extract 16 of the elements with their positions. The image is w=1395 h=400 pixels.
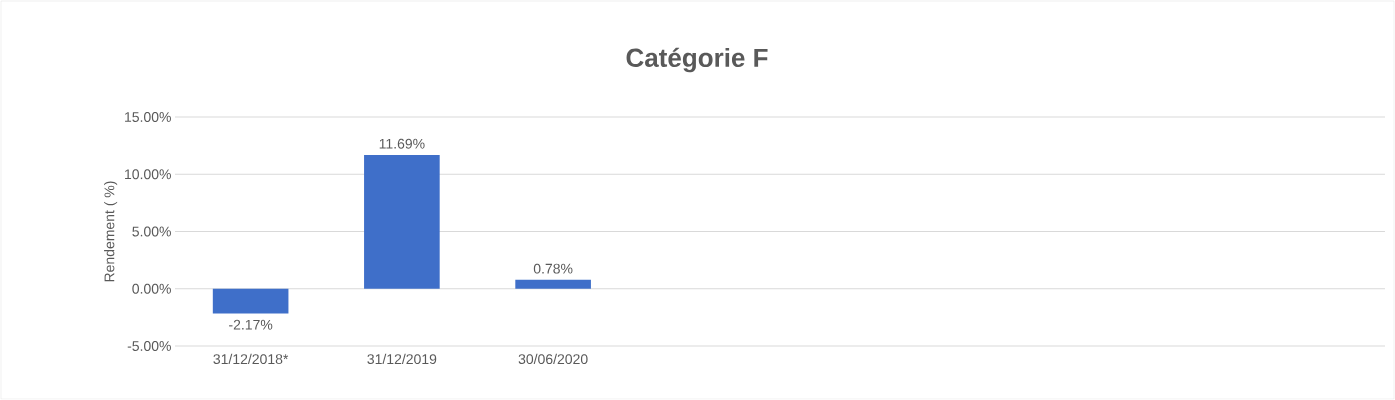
data-label: 0.78%	[533, 263, 573, 274]
bar	[364, 154, 440, 289]
y-tick-label: 0.00%	[132, 283, 171, 294]
data-label: -2.17%	[229, 319, 273, 330]
bar	[515, 279, 591, 289]
x-tick-label: 30/06/2020	[518, 353, 588, 365]
chart-title: Catégorie F	[626, 47, 768, 73]
data-label: 11.69%	[379, 138, 425, 149]
y-tick-label: 5.00%	[132, 226, 171, 237]
x-tick-label: 31/12/2019	[367, 353, 437, 365]
bar	[212, 288, 289, 314]
y-axis-title: Rendement ( %)	[104, 181, 118, 282]
y-tick-label: 10.00%	[125, 169, 171, 180]
y-tick-label: -5.00%	[127, 341, 171, 351]
y-tick-label: 15.00%	[125, 112, 171, 122]
x-tick-label: 31/12/2018*	[213, 353, 289, 365]
